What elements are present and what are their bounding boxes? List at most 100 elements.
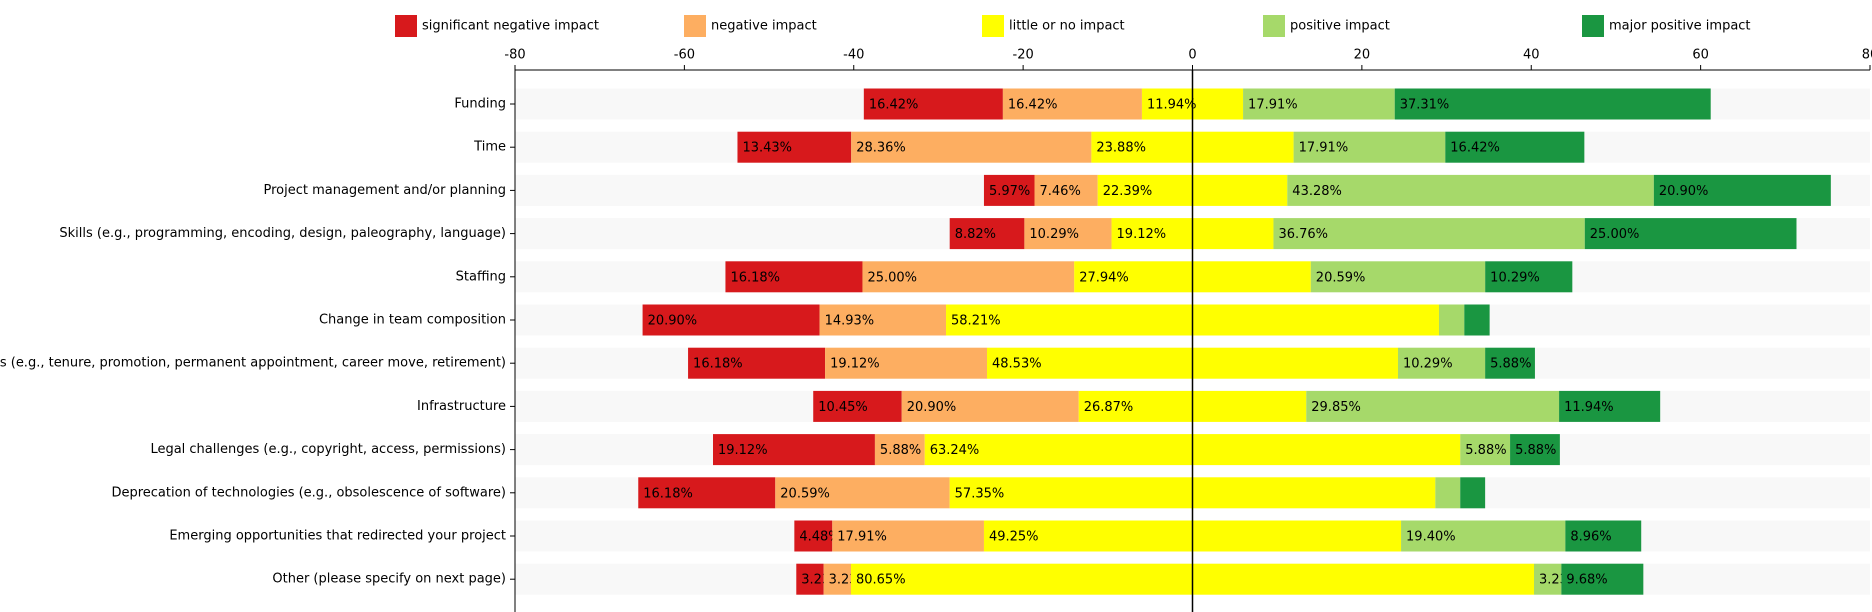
legend-swatch: [684, 15, 706, 37]
y-tick-label: Funding: [454, 97, 506, 112]
bar-segment: [1485, 261, 1573, 293]
value-label: 27.94%: [1079, 270, 1129, 285]
value-label: 10.29%: [1029, 227, 1079, 242]
y-tick-label: Staffing: [456, 269, 506, 284]
bar-segment: [819, 304, 947, 336]
value-label: 17.91%: [1299, 141, 1349, 156]
value-label: 20.90%: [1659, 184, 1709, 199]
y-tick-label: Skills (e.g., programming, encoding, des…: [59, 226, 506, 241]
bar-segment: [796, 563, 824, 595]
y-tick-label: Other (please specify on next page): [272, 572, 506, 587]
x-tick-label: 0: [1188, 48, 1196, 63]
bar-segment: [1460, 477, 1486, 509]
value-label: 43.28%: [1292, 184, 1342, 199]
x-tick-label: 80: [1862, 48, 1872, 63]
value-label: 5.97%: [989, 184, 1030, 199]
value-label: 8.96%: [1570, 530, 1611, 545]
bar-segment: [1401, 520, 1566, 552]
bar-segment: [874, 434, 925, 466]
value-label: 57.35%: [955, 486, 1005, 501]
bar-segment: [983, 174, 1035, 206]
legend-label: negative impact: [711, 19, 817, 34]
value-label: 5.88%: [880, 443, 921, 458]
bar-segment: [1394, 88, 1711, 120]
value-label: 28.36%: [856, 141, 906, 156]
legend-swatch: [395, 15, 417, 37]
bar-segment: [688, 347, 826, 379]
value-label: 16.18%: [693, 357, 743, 372]
bar-segment: [1397, 347, 1486, 379]
bar-segment: [901, 390, 1079, 422]
value-label: 13.43%: [742, 141, 792, 156]
bar-segment: [813, 390, 902, 422]
legend-label: significant negative impact: [422, 19, 599, 34]
value-label: 22.39%: [1103, 184, 1153, 199]
y-tick-label: Infrastructure: [417, 399, 506, 414]
value-label: 25.00%: [867, 270, 917, 285]
bar-segment: [1510, 434, 1560, 466]
legend-swatch: [1582, 15, 1604, 37]
bar-segment: [1243, 88, 1395, 120]
bar-segment: [863, 88, 1003, 120]
legend-label: little or no impact: [1009, 19, 1125, 34]
y-tick-label: Time: [473, 140, 506, 155]
value-label: 16.42%: [1450, 141, 1500, 156]
value-label: 19.12%: [1117, 227, 1167, 242]
value-label: 17.91%: [837, 530, 887, 545]
bar-segment: [851, 131, 1092, 163]
value-label: 37.31%: [1400, 98, 1450, 113]
value-label: 29.85%: [1311, 400, 1361, 415]
value-label: 63.24%: [930, 443, 980, 458]
bar-segment: [775, 477, 950, 509]
value-label: 9.68%: [1566, 573, 1607, 588]
bar-segment: [1534, 563, 1562, 595]
value-label: 26.87%: [1084, 400, 1134, 415]
value-label: 5.88%: [1465, 443, 1506, 458]
bar-segment: [1287, 174, 1654, 206]
bar-segment: [1485, 347, 1535, 379]
bar-segment: [642, 304, 820, 336]
legend-label: major positive impact: [1609, 19, 1751, 34]
bar-segment: [1460, 434, 1511, 466]
value-label: 20.90%: [648, 314, 698, 329]
x-tick-label: -80: [504, 48, 525, 63]
bar-segment: [1002, 88, 1142, 120]
y-tick-label: ss (e.g., tenure, promotion, permanent a…: [0, 356, 506, 371]
x-tick-label: -40: [843, 48, 864, 63]
value-label: 58.21%: [951, 314, 1001, 329]
bar-segment: [1310, 261, 1486, 293]
bar-segment: [737, 131, 852, 163]
value-label: 7.46%: [1040, 184, 1081, 199]
bar-segment: [949, 218, 1025, 250]
value-label: 14.93%: [825, 314, 875, 329]
value-label: 48.53%: [992, 357, 1042, 372]
bar-segment: [794, 520, 833, 552]
value-label: 80.65%: [856, 573, 906, 588]
y-tick-label: Change in team composition: [319, 313, 506, 328]
bar-segment: [1464, 304, 1490, 336]
value-label: 10.45%: [818, 400, 868, 415]
value-label: 8.82%: [955, 227, 996, 242]
bar-segment: [712, 434, 875, 466]
y-tick-label: Legal challenges (e.g., copyright, acces…: [150, 442, 506, 457]
bar-segment: [825, 347, 988, 379]
bar-segment: [1565, 520, 1642, 552]
x-tick-label: -60: [674, 48, 695, 63]
bar-segment: [823, 563, 851, 595]
value-label: 11.94%: [1147, 98, 1197, 113]
bar-segment: [1273, 218, 1585, 250]
legend-swatch: [1263, 15, 1285, 37]
value-label: 20.59%: [1316, 270, 1366, 285]
legend-swatch: [982, 15, 1004, 37]
y-tick-label: Emerging opportunities that redirected y…: [169, 529, 506, 544]
bar-segment: [1559, 390, 1661, 422]
bar-segment: [1293, 131, 1446, 163]
value-label: 11.94%: [1564, 400, 1614, 415]
value-label: 10.29%: [1490, 270, 1540, 285]
x-tick-label: -20: [1013, 48, 1034, 63]
bar-segment: [638, 477, 776, 509]
value-label: 17.91%: [1248, 98, 1298, 113]
bar-segment: [862, 261, 1075, 293]
x-tick-label: 40: [1523, 48, 1540, 63]
